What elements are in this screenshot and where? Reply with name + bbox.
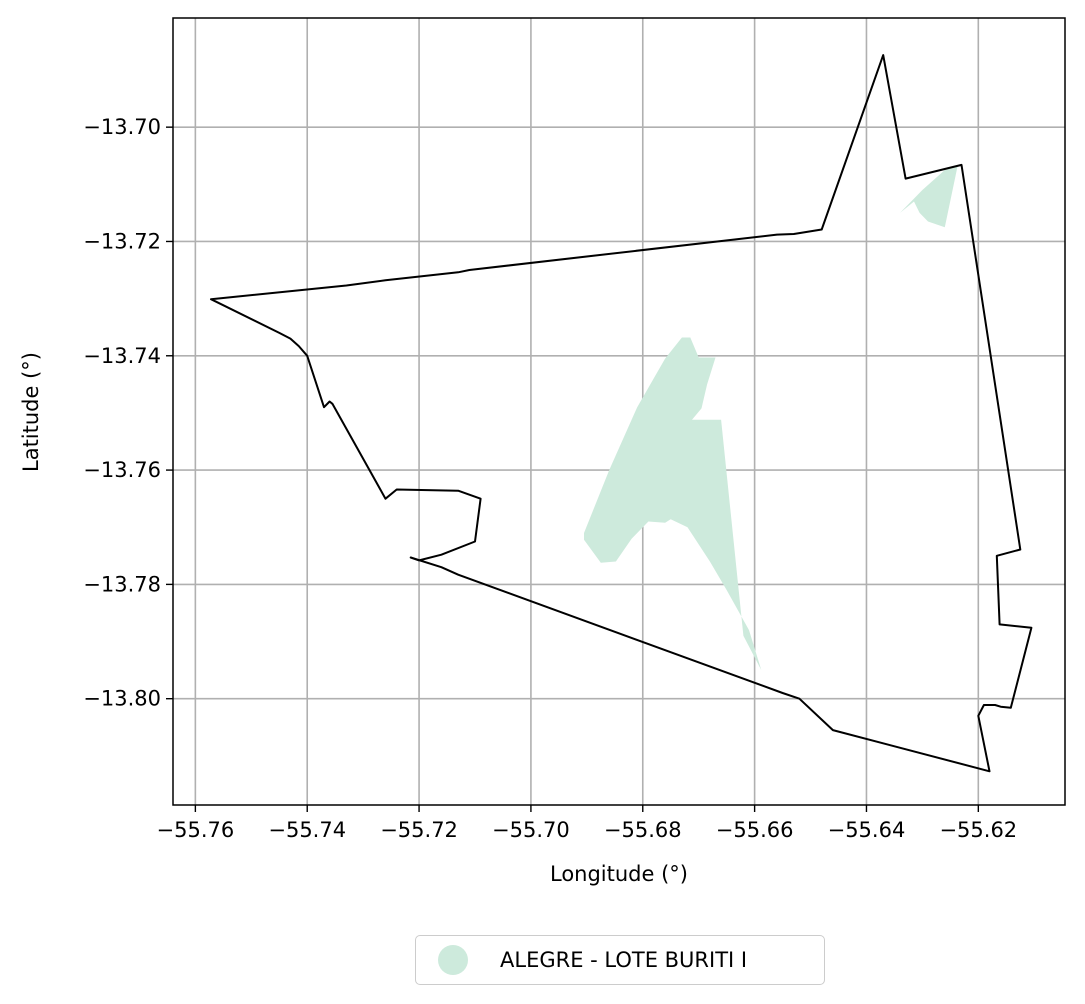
y-tick-label: −13.74	[83, 344, 161, 368]
x-axis-title: Longitude (°)	[550, 862, 688, 886]
boundary-layer	[210, 54, 1033, 773]
y-axis-title: Latitude (°)	[19, 352, 43, 472]
x-axis: −55.76 −55.74 −55.72 −55.70 −55.68 −55.66 −55.…	[157, 805, 1017, 842]
y-tick-label: −13.78	[83, 572, 161, 596]
legend: ALEGRE - LOTE BURITI I	[415, 935, 825, 985]
y-tick-label: −13.80	[83, 687, 161, 711]
x-tick-label: −55.76	[157, 818, 235, 842]
y-tick-label: −13.70	[83, 115, 161, 139]
y-tick-label: −13.76	[83, 458, 161, 482]
x-tick-label: −55.62	[939, 818, 1017, 842]
x-tick-label: −55.64	[828, 818, 906, 842]
axes-frame	[172, 17, 1066, 806]
x-tick-label: −55.66	[716, 818, 794, 842]
y-axis: −13.70 −13.72 −13.74 −13.76 −13.78 −13.80	[83, 115, 173, 711]
x-tick-label: −55.74	[268, 818, 346, 842]
boundary-outline	[210, 54, 1033, 773]
legend-marker	[438, 945, 468, 975]
feature-area	[900, 166, 958, 228]
y-tick-label: −13.72	[83, 229, 161, 253]
x-tick-label: −55.68	[604, 818, 682, 842]
legend-label: ALEGRE - LOTE BURITI I	[500, 948, 748, 972]
x-tick-label: −55.72	[380, 818, 458, 842]
grid	[173, 18, 1065, 805]
feature-layer	[584, 166, 958, 671]
feature-area	[584, 337, 762, 671]
x-tick-label: −55.70	[492, 818, 570, 842]
